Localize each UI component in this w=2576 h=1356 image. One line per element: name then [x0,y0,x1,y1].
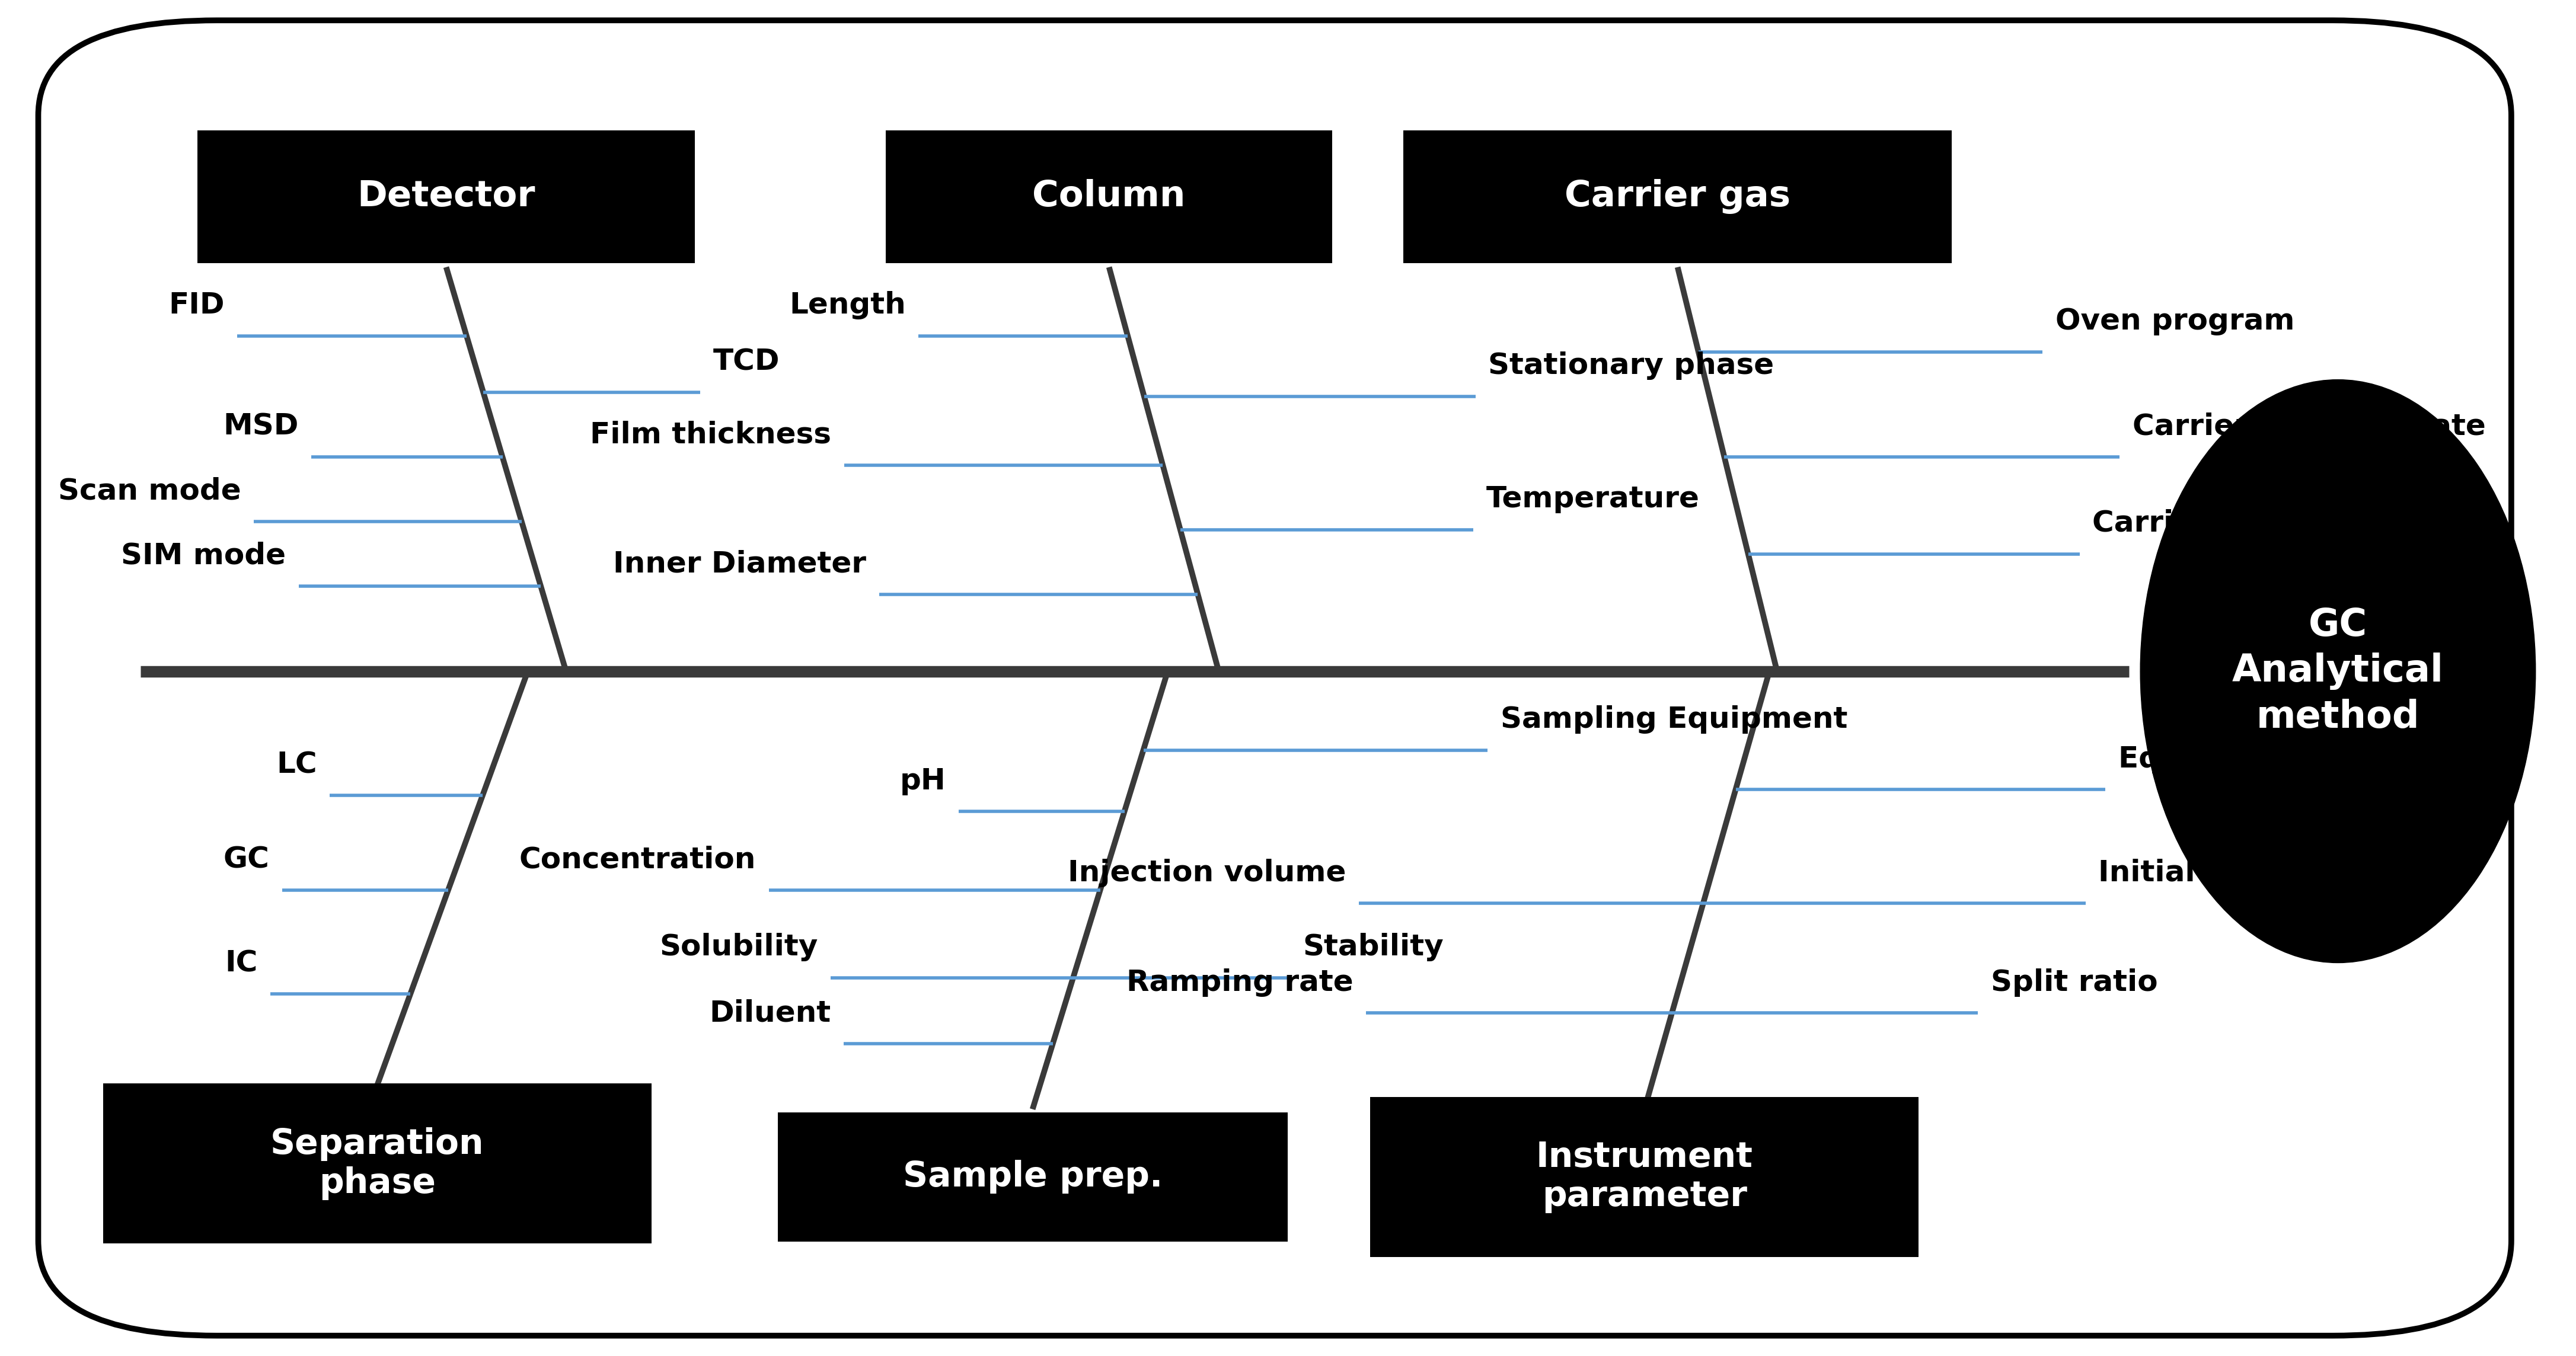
Text: Sampling Equipment: Sampling Equipment [1499,705,1847,734]
FancyBboxPatch shape [1370,1097,1919,1257]
Text: Ramping rate: Ramping rate [1126,968,1352,997]
Text: FID: FID [167,292,224,320]
Text: Temperature: Temperature [1486,485,1700,514]
Text: Inner Diameter: Inner Diameter [613,549,866,578]
Text: TCD: TCD [714,347,781,376]
Text: Oven program: Oven program [2056,308,2295,336]
Text: GC: GC [224,846,270,875]
Text: Split ratio: Split ratio [1991,968,2159,997]
Text: Equilibration time: Equilibration time [2117,744,2419,773]
Text: SIM mode: SIM mode [121,541,286,570]
Text: Separation
phase: Separation phase [270,1127,484,1200]
Text: GC
Analytical
method: GC Analytical method [2233,607,2445,735]
FancyBboxPatch shape [1404,130,1953,263]
Text: Sample prep.: Sample prep. [902,1161,1162,1193]
Text: Carrier gas Flow rate: Carrier gas Flow rate [2133,412,2486,441]
Text: Film thickness: Film thickness [590,420,832,449]
Text: MSD: MSD [224,412,299,441]
Text: Diluent: Diluent [708,999,832,1028]
FancyBboxPatch shape [103,1083,652,1243]
FancyBboxPatch shape [198,130,696,263]
Ellipse shape [2141,380,2535,963]
Text: Injection volume: Injection volume [1069,858,1347,887]
Text: pH: pH [899,766,945,795]
Text: Carrier gas type: Carrier gas type [2092,510,2362,538]
Text: IC: IC [224,949,258,978]
Text: Initial temperature: Initial temperature [2099,858,2416,887]
FancyBboxPatch shape [39,20,2512,1336]
Text: Concentration: Concentration [520,846,755,873]
Text: Scan mode: Scan mode [59,477,242,506]
FancyBboxPatch shape [886,130,1332,263]
Text: Solubility: Solubility [659,933,819,961]
Text: Column: Column [1033,179,1185,214]
Text: Stability: Stability [1303,933,1443,961]
Text: LC: LC [276,751,317,778]
FancyBboxPatch shape [778,1112,1288,1242]
Text: Stationary phase: Stationary phase [1489,351,1775,380]
Text: Instrument
parameter: Instrument parameter [1535,1140,1752,1214]
Text: Carrier gas: Carrier gas [1564,179,1790,214]
Text: Detector: Detector [358,179,536,214]
Text: Length: Length [788,292,907,320]
